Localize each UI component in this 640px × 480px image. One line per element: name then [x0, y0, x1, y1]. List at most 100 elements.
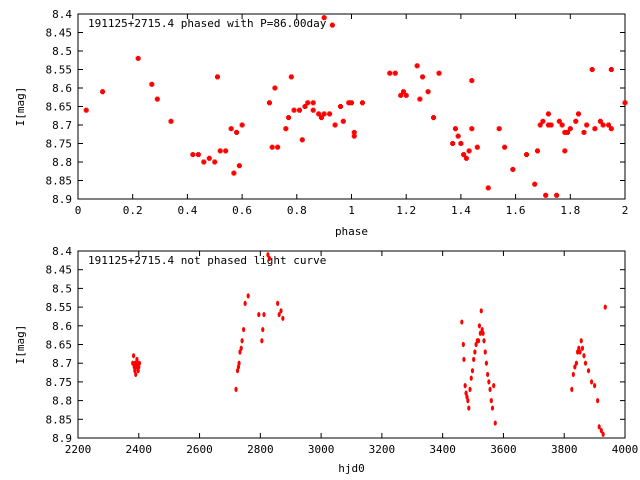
data-point	[486, 371, 490, 378]
data-point	[502, 144, 508, 150]
y-tick-label: 8.8	[52, 156, 72, 169]
data-point	[266, 100, 272, 106]
y-tick-label: 8.6	[52, 82, 72, 95]
y-tick-label: 8.4	[52, 245, 72, 258]
data-point	[483, 349, 487, 355]
data-point	[190, 152, 196, 158]
data-point	[236, 163, 242, 169]
data-point	[597, 424, 601, 430]
y-tick-label: 8.65	[46, 339, 73, 352]
data-point	[603, 304, 607, 310]
data-point	[593, 383, 597, 389]
data-point	[414, 63, 420, 69]
data-point	[580, 345, 585, 351]
data-point	[524, 152, 530, 158]
data-point	[316, 111, 322, 117]
data-point	[479, 308, 483, 314]
data-point	[583, 360, 588, 366]
data-point	[581, 129, 587, 135]
x-tick-label: 1.8	[560, 204, 580, 217]
data-point	[349, 100, 354, 106]
data-point	[534, 148, 540, 154]
data-point	[338, 104, 344, 109]
data-point	[431, 115, 437, 121]
y-tick-label: 8.65	[46, 101, 73, 114]
data-point	[351, 129, 357, 135]
data-point	[272, 85, 278, 91]
data-point	[463, 383, 467, 389]
data-point	[327, 111, 333, 117]
data-point	[537, 122, 543, 128]
data-point	[466, 148, 472, 154]
data-point	[137, 360, 141, 366]
data-point	[297, 107, 303, 113]
data-point	[573, 364, 577, 370]
data-point	[452, 126, 458, 132]
data-point	[455, 133, 461, 139]
data-point	[510, 166, 516, 172]
data-point	[601, 431, 605, 437]
x-tick-label: 4000	[612, 443, 639, 456]
data-point	[489, 398, 493, 404]
data-point	[359, 100, 365, 106]
data-point	[305, 100, 311, 106]
data-point	[239, 345, 243, 351]
data-point	[321, 15, 327, 21]
data-point	[283, 126, 289, 132]
data-point	[195, 152, 201, 158]
data-point	[234, 386, 238, 392]
data-point	[470, 368, 475, 374]
data-point	[476, 338, 481, 344]
data-point	[462, 356, 466, 363]
x-tick-label: 1	[348, 204, 355, 217]
data-point	[461, 152, 467, 158]
data-point	[608, 126, 614, 132]
data-point	[548, 122, 554, 128]
data-point	[554, 192, 560, 198]
y-tick-label: 8.6	[52, 320, 72, 333]
data-point	[450, 141, 456, 146]
data-point	[420, 74, 426, 80]
y-tick-label: 8.75	[46, 376, 73, 389]
data-point	[608, 67, 614, 72]
data-point	[485, 185, 491, 191]
data-point	[622, 100, 628, 106]
unphased-light-curve-chart: 191125+2715.4 not phased light curve hjd…	[14, 245, 638, 475]
data-point	[135, 55, 141, 61]
data-point	[473, 349, 477, 355]
data-point	[562, 148, 568, 154]
data-point	[310, 100, 316, 106]
data-point	[543, 192, 549, 198]
y-tick-label: 8.9	[52, 193, 72, 206]
data-point	[231, 170, 237, 176]
y-tick-label: 8.85	[46, 175, 73, 188]
data-point	[149, 81, 155, 87]
data-point	[493, 420, 497, 426]
data-point	[488, 386, 492, 392]
x-tick-label: 2200	[65, 443, 92, 456]
y-tick-label: 8.8	[52, 395, 72, 408]
y-tick-label: 8.7	[52, 119, 72, 132]
plot-frame	[77, 250, 626, 439]
data-point	[573, 118, 579, 124]
data-point	[281, 315, 285, 321]
data-point	[599, 427, 603, 434]
x-tick-label: 0.6	[232, 204, 252, 217]
data-point	[487, 379, 491, 385]
data-point	[260, 338, 264, 344]
x-tick-label: 1.4	[451, 204, 471, 217]
y-tick-label: 8.55	[46, 301, 73, 314]
data-point	[545, 111, 551, 117]
data-point	[398, 92, 404, 98]
x-tick-label: 1.6	[506, 204, 526, 217]
x-tick-label: 0	[75, 204, 82, 217]
data-point	[545, 122, 551, 128]
data-point	[279, 308, 283, 314]
data-point	[496, 126, 502, 132]
data-point	[571, 371, 575, 378]
data-point	[291, 107, 297, 113]
data-point	[154, 96, 160, 102]
data-point	[556, 118, 562, 124]
data-point	[351, 133, 357, 139]
data-point	[217, 148, 223, 154]
